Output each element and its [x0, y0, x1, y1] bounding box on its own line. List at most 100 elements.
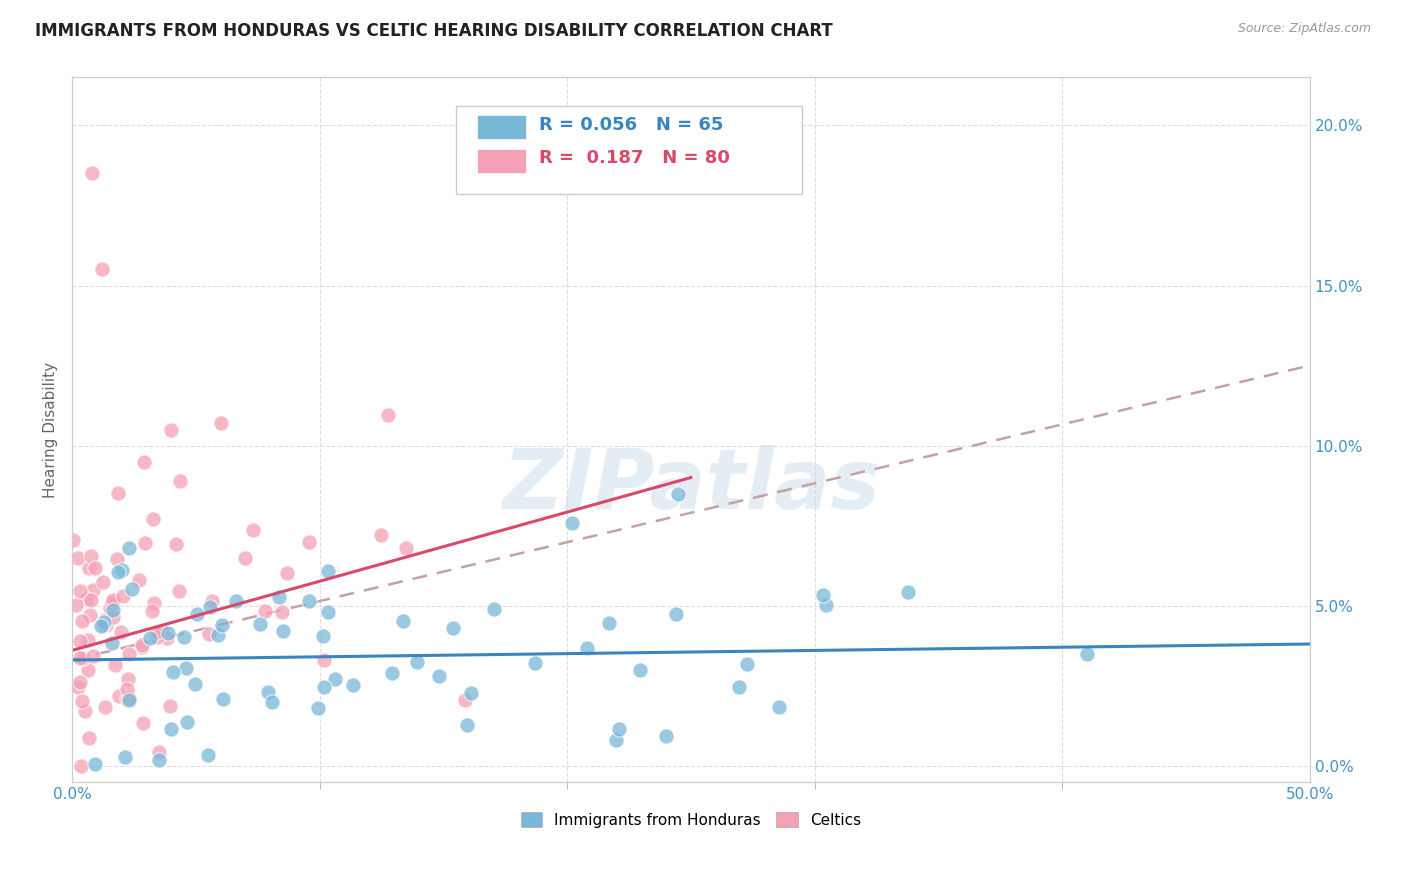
- Point: [176, 715, 198, 730]
- Point: [575, 641, 598, 656]
- Point: [131, 640, 153, 655]
- Point: [307, 700, 329, 714]
- Point: [184, 676, 207, 690]
- Point: [897, 584, 920, 599]
- Point: [198, 599, 221, 614]
- Point: [82, 582, 104, 597]
- Text: ZIPatlas: ZIPatlas: [502, 445, 880, 526]
- Point: [132, 455, 155, 469]
- Point: [453, 693, 475, 707]
- Point: [271, 605, 294, 619]
- Point: [169, 474, 191, 488]
- Point: [271, 624, 294, 639]
- Text: Source: ZipAtlas.com: Source: ZipAtlas.com: [1237, 22, 1371, 36]
- Point: [249, 616, 271, 631]
- Point: [115, 692, 138, 706]
- Legend: Immigrants from Honduras, Celtics: Immigrants from Honduras, Celtics: [515, 806, 868, 834]
- Point: [381, 666, 404, 681]
- Point: [665, 607, 688, 622]
- Point: [131, 638, 153, 652]
- Point: [377, 408, 399, 422]
- Point: [80, 549, 103, 564]
- Point: [628, 664, 651, 678]
- Point: [186, 607, 208, 621]
- Point: [83, 757, 105, 772]
- Point: [91, 575, 114, 590]
- Point: [90, 262, 112, 277]
- Point: [108, 690, 131, 704]
- Point: [69, 583, 91, 598]
- Point: [115, 682, 138, 697]
- Point: [110, 625, 132, 640]
- Y-axis label: Hearing Disability: Hearing Disability: [44, 361, 58, 498]
- Point: [93, 618, 115, 632]
- Point: [62, 533, 84, 548]
- Point: [146, 625, 169, 640]
- Point: [101, 603, 124, 617]
- Point: [370, 528, 392, 542]
- Point: [77, 663, 100, 677]
- Point: [162, 665, 184, 679]
- Point: [107, 485, 129, 500]
- Point: [391, 615, 413, 629]
- Point: [66, 550, 89, 565]
- Point: [93, 615, 115, 629]
- Point: [139, 632, 162, 646]
- Point: [79, 607, 101, 622]
- Point: [209, 416, 232, 430]
- Point: [318, 564, 340, 578]
- Point: [118, 692, 141, 706]
- Point: [160, 722, 183, 736]
- Point: [395, 541, 418, 555]
- Point: [105, 552, 128, 566]
- Point: [605, 732, 627, 747]
- Point: [146, 631, 169, 645]
- Point: [1076, 647, 1098, 661]
- Point: [104, 658, 127, 673]
- Point: [117, 673, 139, 687]
- Point: [242, 523, 264, 537]
- Point: [101, 596, 124, 610]
- Point: [256, 685, 278, 699]
- Point: [79, 592, 101, 607]
- Point: [70, 758, 93, 772]
- Point: [156, 626, 179, 640]
- Point: [112, 589, 135, 603]
- Point: [142, 511, 165, 525]
- Point: [141, 604, 163, 618]
- Point: [165, 537, 187, 551]
- Point: [148, 745, 170, 759]
- Point: [260, 695, 283, 709]
- Point: [323, 672, 346, 686]
- Point: [312, 653, 335, 667]
- Point: [77, 632, 100, 647]
- Point: [84, 561, 107, 575]
- Point: [156, 631, 179, 645]
- Point: [72, 651, 94, 665]
- Point: [107, 565, 129, 579]
- Point: [173, 631, 195, 645]
- Point: [169, 583, 191, 598]
- Point: [121, 582, 143, 596]
- Point: [233, 550, 256, 565]
- Point: [253, 604, 276, 618]
- Point: [768, 700, 790, 714]
- Point: [70, 614, 93, 628]
- Point: [484, 602, 506, 616]
- Point: [100, 636, 122, 650]
- Point: [197, 627, 219, 641]
- Point: [735, 657, 758, 671]
- Point: [312, 681, 335, 695]
- Point: [298, 535, 321, 549]
- Point: [118, 691, 141, 706]
- Point: [132, 716, 155, 731]
- Point: [342, 678, 364, 692]
- Point: [82, 648, 104, 663]
- Point: [103, 610, 125, 624]
- Point: [655, 729, 678, 743]
- Point: [441, 621, 464, 635]
- Point: [70, 693, 93, 707]
- FancyBboxPatch shape: [456, 105, 803, 194]
- Point: [118, 648, 141, 662]
- Point: [212, 691, 235, 706]
